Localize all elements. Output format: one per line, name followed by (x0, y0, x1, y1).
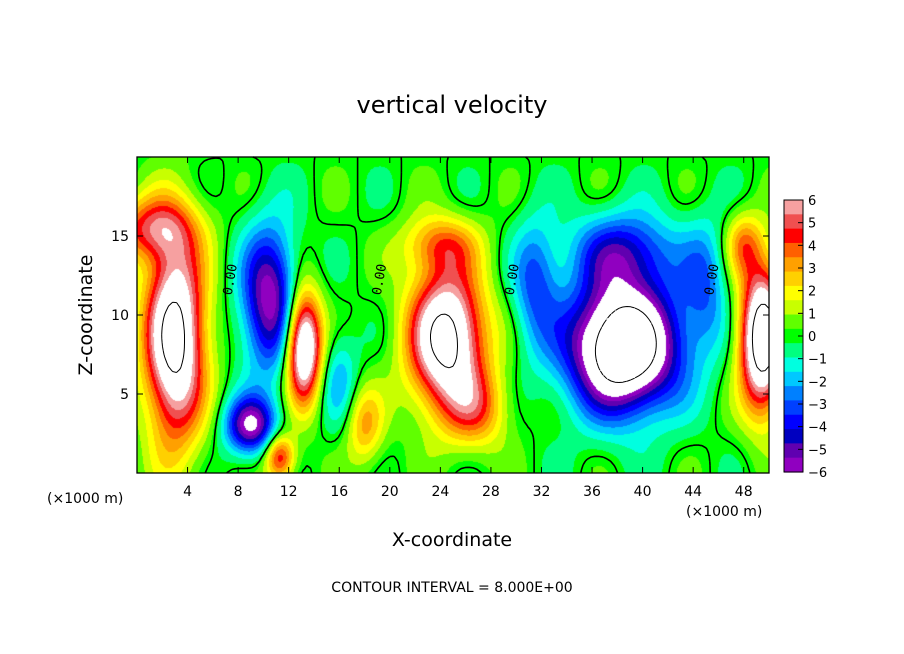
colorbar-tick-label: −4 (808, 421, 827, 436)
colorbar-tick-label: −3 (808, 398, 827, 413)
x-tick-label: 24 (431, 484, 449, 500)
colorbar-tick-label: 0 (808, 330, 816, 345)
x-tick-label: 12 (280, 484, 298, 500)
colorbar-swatch (784, 314, 803, 330)
x-axis-ticks: 4 8 12 16 20 24 28 32 36 40 44 48 (183, 157, 753, 500)
contour-interval-note: CONTOUR INTERVAL = 8.000E+00 (331, 580, 572, 596)
colorbar-tick-label: 2 (808, 285, 816, 300)
chart-title: vertical velocity (357, 91, 548, 119)
colorbar-tick-label: 3 (808, 262, 816, 277)
zero-contour-label: 0.00 (702, 263, 722, 296)
zero-contour (197, 156, 755, 474)
colorbar-tick-labels: 6 5 4 3 2 1 0 −1 −2 −3 −4 −5 −6 (798, 194, 827, 481)
colorbar-swatch (784, 200, 803, 215)
y-axis-ticks: 5 10 15 (111, 229, 769, 403)
x-tick-label: 32 (533, 484, 551, 500)
zero-contour-labels: 0.00 0.00 0.00 0.00 (221, 263, 723, 296)
colorbar-swatch (784, 257, 803, 273)
x-tick-label: 4 (183, 484, 192, 500)
colorbar-swatch (784, 242, 803, 258)
y-tick-label: 5 (120, 387, 129, 403)
colorbar-swatch (784, 457, 803, 473)
colorbar-tick-label: −5 (808, 443, 827, 458)
colorbar (783, 199, 804, 473)
colorbar-swatch (784, 386, 803, 402)
colorbar-swatch (784, 271, 803, 287)
heatmap-canvas (137, 157, 769, 473)
x-tick-label: 16 (330, 484, 348, 500)
colorbar-swatch (784, 414, 803, 430)
colorbar-tick-label: −1 (808, 353, 827, 368)
colorbar-swatch (784, 343, 803, 359)
y-tick-label: 10 (111, 308, 129, 324)
x-tick-label: 48 (735, 484, 753, 500)
y-tick-label: 15 (111, 229, 129, 245)
colorbar-swatch (784, 443, 803, 459)
zero-contour-label: 0.00 (221, 263, 241, 296)
y-axis-label: Z-coordinate (75, 255, 97, 376)
colorbar-tick-label: 4 (808, 239, 816, 254)
colorbar-tick-label: −6 (808, 466, 827, 481)
positive-contour (161, 301, 770, 373)
colorbar-tick-label: 1 (808, 307, 816, 322)
zero-contour-label: 0.00 (370, 263, 390, 296)
x-tick-label: 40 (634, 484, 652, 500)
colorbar-swatch (784, 214, 803, 230)
x-tick-label: 28 (482, 484, 500, 500)
x-axis-label: X-coordinate (392, 529, 512, 551)
x-tick-label: 8 (234, 484, 243, 500)
colorbar-swatch (784, 400, 803, 416)
colorbar-swatch (784, 328, 803, 344)
colorbar-swatch (784, 285, 803, 301)
contour-lines (161, 156, 770, 474)
colorbar-swatch (784, 300, 803, 316)
heatmap-area: 0.00 0.00 0.00 0.00 (136, 156, 770, 474)
colorbar-tick-label: 5 (808, 217, 816, 232)
zero-contour-label: 0.00 (503, 263, 523, 296)
x-tick-label: 44 (684, 484, 702, 500)
colorbar-tick-label: 6 (808, 194, 816, 209)
colorbar-swatch (784, 228, 803, 244)
colorbar-swatch (784, 357, 803, 373)
x-unit-note-left: (×1000 m) (47, 491, 123, 507)
negative-contour (594, 306, 657, 383)
x-tick-label: 20 (381, 484, 399, 500)
x-unit-note-right: (×1000 m) (686, 504, 762, 520)
colorbar-tick-label: −2 (808, 375, 827, 390)
colorbar-swatch (784, 429, 803, 444)
x-tick-label: 36 (583, 484, 601, 500)
colorbar-swatch (784, 371, 803, 387)
